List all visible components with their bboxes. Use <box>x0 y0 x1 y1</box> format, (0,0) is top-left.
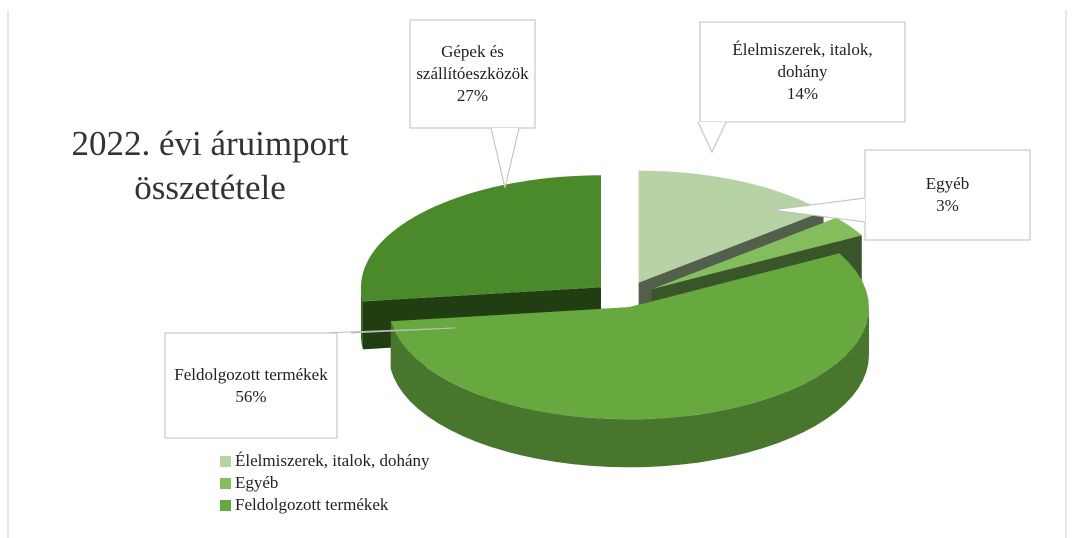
callout-pointer <box>490 127 520 189</box>
callout-box <box>409 19 536 129</box>
slice-wall <box>390 307 869 468</box>
callout-pointer <box>322 327 456 334</box>
data-label-category: Élelmiszerek, italok, dohány <box>732 40 873 81</box>
legend-item: Feldolgozott termékek <box>220 494 430 516</box>
slice-wall <box>361 287 363 350</box>
legend-item: Élelmiszerek, italok, dohány <box>220 450 430 472</box>
data-label-value: 3% <box>936 196 959 215</box>
data-label-value: 56% <box>235 386 267 406</box>
callout-box <box>699 21 906 123</box>
legend-swatch <box>220 455 231 467</box>
slice <box>361 175 601 302</box>
data-label: Egyéb 3% <box>871 150 1024 240</box>
callout-pointer <box>771 197 866 223</box>
callout-box <box>864 149 1031 241</box>
legend-label: Egyéb <box>235 473 279 492</box>
slice <box>638 170 824 283</box>
legend-swatch <box>220 477 231 489</box>
data-label-category: Egyéb <box>925 174 970 193</box>
data-label-value: 27% <box>456 86 489 105</box>
data-label-category: Feldolgozott termékek <box>174 364 328 384</box>
callout-pointer <box>697 121 727 154</box>
data-label-category: Gépek és szállítóeszközök <box>416 42 529 83</box>
data-label: Gépek és szállítóeszközök 27% <box>416 20 529 128</box>
legend-label: Élelmiszerek, italok, dohány <box>235 451 430 470</box>
chart-title: 2022. évi áruimport összetétele <box>71 124 349 207</box>
slice <box>651 217 862 290</box>
legend-swatch <box>220 499 231 511</box>
slice <box>390 253 869 420</box>
legend-label: Feldolgozott termékek <box>235 495 389 514</box>
callout-box <box>164 332 338 439</box>
legend: Élelmiszerek, italok, dohány Egyéb Feldolg… <box>220 450 430 516</box>
data-label: Élelmiszerek, italok, dohány 14% <box>706 22 899 122</box>
data-label-value: 14% <box>786 84 819 103</box>
legend-item: Egyéb <box>220 472 430 494</box>
callouts <box>164 19 1031 439</box>
pie <box>361 170 869 468</box>
data-label: Feldolgozott termékek 56% <box>171 333 331 438</box>
